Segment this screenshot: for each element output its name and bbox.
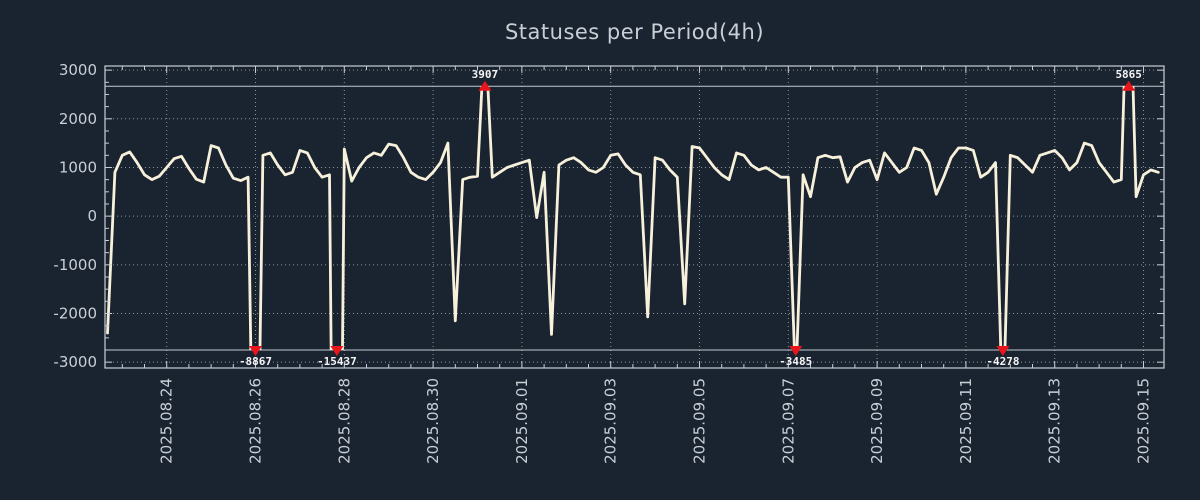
x-tick-label: 2025.09.09 [868, 378, 886, 464]
peak-marker-triangle [1122, 80, 1136, 91]
marker-layer: -8867 -15437 3907 -3485 -4278 5865 [239, 68, 1142, 368]
x-tick-label: 2025.08.30 [424, 378, 442, 464]
y-tick-label: -2000 [53, 304, 97, 322]
y-tick-label: 0 [87, 207, 97, 225]
plot-frame [104, 65, 1165, 369]
y-tick-label: 2000 [59, 110, 97, 128]
x-tick-label: 2025.08.26 [247, 378, 265, 464]
x-tick-label: 2025.09.13 [1046, 378, 1064, 464]
marker-value-label: 5865 [1115, 68, 1142, 81]
x-tick-label: 2025.09.01 [513, 378, 531, 464]
axes-layer: 2025.08.24 2025.08.26 2025.08.28 2025.08.30… [53, 61, 1165, 464]
x-tick-label: 2025.09.03 [602, 378, 620, 464]
chart-title: Statuses per Period(4h) [504, 20, 765, 44]
dip-marker-triangle [330, 345, 344, 356]
x-tick-label: 2025.09.11 [957, 378, 975, 464]
y-tick-label: 1000 [59, 158, 97, 176]
marker-value-label: 3907 [472, 68, 499, 81]
y-tick-label: 3000 [59, 61, 97, 79]
marker-value-label: -15437 [317, 355, 357, 368]
marker-value-label: -3485 [779, 355, 812, 368]
x-tick-label: 2025.09.05 [691, 378, 709, 464]
dip-marker-triangle [789, 345, 803, 356]
y-tick-label: -1000 [53, 256, 97, 274]
dip-marker-triangle [996, 345, 1010, 356]
marker-value-label: -8867 [239, 355, 272, 368]
dip-marker-triangle [249, 345, 262, 356]
x-tick-label: 2025.09.15 [1135, 378, 1153, 464]
series-line [106, 86, 1160, 350]
x-tick-label: 2025.09.07 [779, 378, 797, 464]
grid-layer [105, 66, 1164, 368]
data-layer [106, 86, 1160, 350]
y-tick-label: -3000 [53, 353, 97, 371]
marker-value-label: -4278 [986, 355, 1019, 368]
x-tick-label: 2025.08.28 [335, 378, 353, 464]
peak-marker-triangle [478, 80, 492, 91]
x-tick-label: 2025.08.24 [158, 378, 176, 464]
